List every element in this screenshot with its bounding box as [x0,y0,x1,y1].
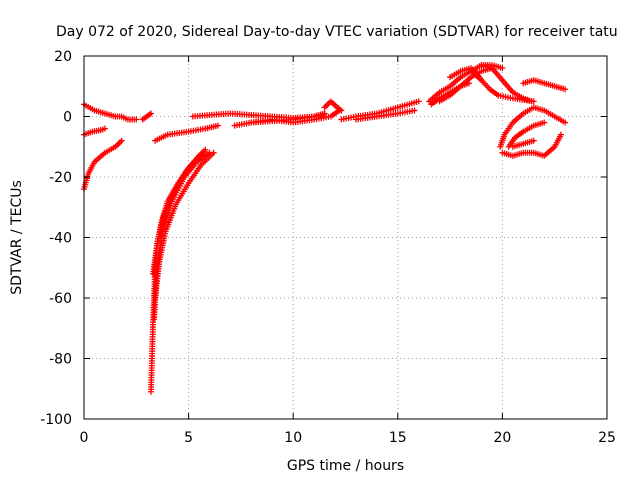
data-point [133,116,140,123]
data-point [557,131,564,138]
series-arc-28 [509,137,537,150]
data-marks [81,62,569,395]
data-point [530,137,537,144]
series-arc-6 [152,122,221,144]
data-point [196,152,203,159]
series-arc-26 [499,131,564,159]
series-arc-22 [478,62,535,105]
x-tick-label: 25 [598,430,616,446]
data-point [147,110,154,117]
series-arc-25 [497,104,569,150]
series-arc-4 [118,113,140,123]
series-arc-19 [436,65,495,105]
series-arc-21 [468,68,502,99]
axis-ticks [83,55,608,420]
data-point [101,125,108,132]
data-point [541,119,548,126]
y-tick-label: 0 [63,110,72,126]
data-point [411,107,418,114]
data-point [118,137,125,144]
x-tick-label: 5 [184,430,193,446]
x-axis-label: GPS time / hours [287,458,404,474]
series-arc-16 [352,107,418,123]
series-arc-1 [81,101,123,120]
y-tick-label: -40 [49,231,72,247]
data-point [338,107,345,114]
y-tick-label: -60 [49,291,72,307]
y-axis-label: SDTVAR / TECUs [9,180,25,295]
data-point [321,110,328,117]
series-arc-14 [321,98,345,114]
series-arc-23 [495,92,537,105]
x-tick-label: 20 [493,430,511,446]
data-point [499,65,506,72]
data-point [562,86,569,93]
series-arc-5 [139,110,154,123]
x-tick-label: 15 [389,430,407,446]
series-arc-3 [81,137,125,193]
series-arc-2 [81,125,108,138]
series-arc-24 [520,77,569,93]
tick-labels: 0 5 10 15 20 25 -100 -80 -60 -40 -20 0 20 [40,49,616,446]
series-arc-15 [338,98,422,123]
y-tick-label: -80 [49,352,72,368]
y-tick-label: -20 [49,170,72,186]
y-tick-label: 20 [54,49,72,65]
data-point [210,149,217,156]
x-tick-label: 10 [284,430,302,446]
data-point [202,146,209,153]
data-point [415,98,422,105]
data-point [530,98,537,105]
y-tick-label: -100 [40,412,72,428]
series-arc-9 [152,149,217,301]
data-point [562,119,569,126]
data-point [214,122,221,129]
x-tick-label: 0 [80,430,89,446]
chart-title: Day 072 of 2020, Sidereal Day-to-day VTE… [56,24,618,40]
series-arc-10 [150,152,203,277]
